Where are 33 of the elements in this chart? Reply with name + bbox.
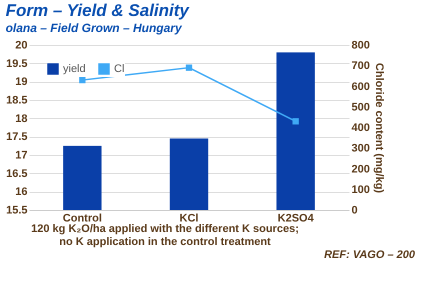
y-tick-label: 20 <box>15 40 28 52</box>
y2-tick-label: 600 <box>352 80 370 93</box>
text: no K application in the control treatment <box>58 236 272 249</box>
y2-tick-label: 700 <box>352 60 370 72</box>
legend-label: Cl <box>114 63 124 75</box>
y2-tick-label: 300 <box>352 142 370 155</box>
point <box>79 76 86 84</box>
chart-subtitle: olana – Field Grown – Hungary <box>6 21 183 35</box>
y2-tick-label: 500 <box>352 101 370 114</box>
y-tick-label: 16.5 <box>6 168 28 180</box>
x-tick-label: K2SO4 <box>278 212 315 224</box>
point <box>292 118 299 124</box>
y-tick-label: 18.5 <box>6 94 28 106</box>
legend-label: yield <box>63 63 86 75</box>
y-tick-label: 19 <box>15 76 28 88</box>
y-tick-label: 17.5 <box>6 131 28 144</box>
y2-tick-label: 800 <box>352 40 370 52</box>
y2-axis-title: Chloride content (mg/kg) <box>372 62 385 194</box>
text: REF: VAGO – 200 <box>323 249 415 261</box>
y-tick-label: 16 <box>15 186 28 198</box>
x-tick-label: KCl <box>180 212 198 224</box>
y2-tick-label: 100 <box>352 184 370 196</box>
x-tick-label: Control <box>62 212 102 224</box>
y2-tick-label: 400 <box>352 122 370 134</box>
text: 120 kg K₂O/ha applied with the different K sources; <box>30 223 300 236</box>
y-tick-label: 15.5 <box>6 204 28 216</box>
y2-tick-label: 0 <box>352 204 358 216</box>
chart-title: Form – Yield & Salinity <box>6 1 190 20</box>
point <box>186 64 192 71</box>
y-tick-label: 18 <box>15 112 28 125</box>
y-tick-label: 19.5 <box>6 58 28 70</box>
y2-tick-label: 200 <box>352 163 370 176</box>
y-tick-label: 17 <box>15 150 28 162</box>
